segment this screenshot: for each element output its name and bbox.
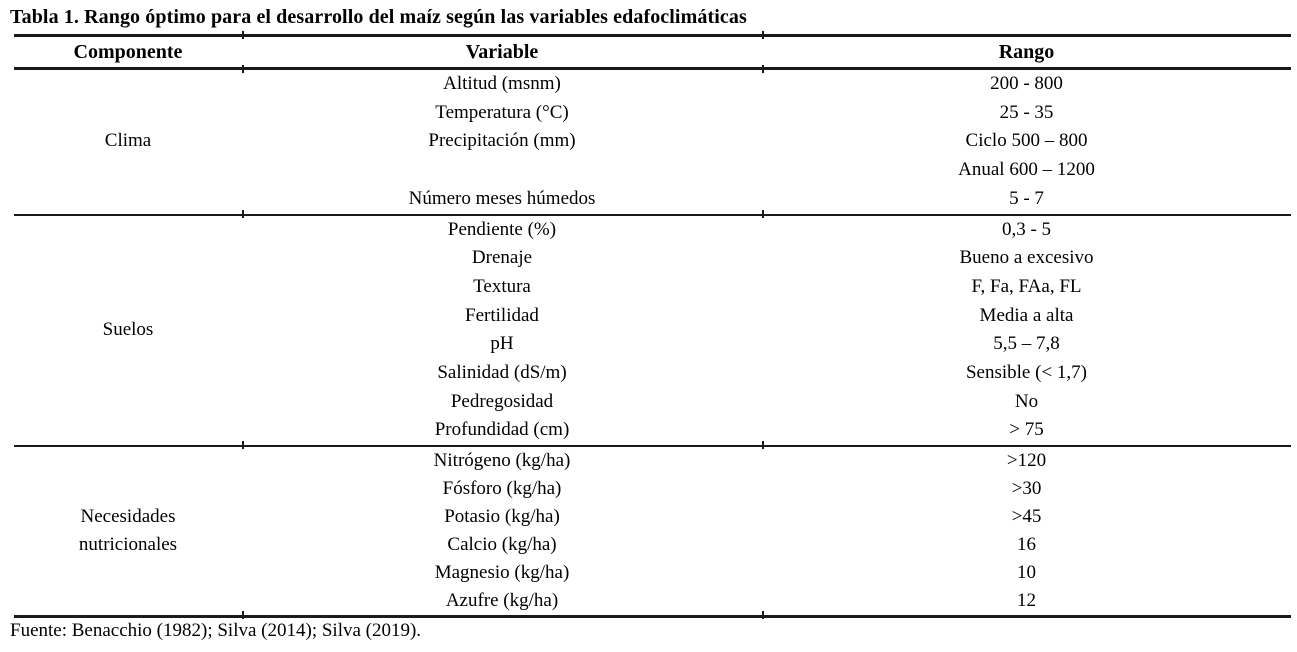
variable-cell: Número meses húmedos (408, 187, 596, 209)
range-cell: Sensible (< 1,7) (965, 362, 1087, 384)
variable-cell: Profundidad (cm) (434, 419, 570, 441)
table-row: Salinidad (dS/m) Sensible (< 1,7) (14, 359, 1291, 388)
table-header: Componente Variable Rango (14, 36, 1291, 69)
variable-cell: Textura (473, 275, 531, 297)
variable-cell: Altitud (msnm) (443, 73, 561, 94)
range-cell: >120 (1006, 450, 1047, 472)
data-table: Componente Variable Rango Clima Altitud … (14, 34, 1291, 619)
table-row: Clima Altitud (msnm) 200 - 800 (14, 69, 1291, 151)
range-cell: > 75 (1009, 419, 1044, 441)
range-cell: >45 (1011, 506, 1042, 528)
header-row: Componente Variable Rango (14, 36, 1291, 69)
column-divider-tick (242, 210, 244, 218)
table-row: Drenaje Bueno a excesivo (14, 244, 1291, 273)
section-clima: Clima Altitud (msnm) 200 - 800 Temperatu… (14, 69, 1291, 215)
range-cell: 12 (1017, 590, 1036, 612)
table-row: Temperatura (°C) 25 - 35 (14, 99, 1291, 128)
table-source: Fuente: Benacchio (1982); Silva (2014); … (10, 620, 422, 641)
range-cell: 10 (1017, 562, 1036, 584)
column-divider-tick (762, 65, 764, 73)
range-cell: 200 - 800 (990, 73, 1063, 94)
range-cell: Ciclo 500 – 800 (965, 130, 1088, 152)
variable-cell: Fertilidad (465, 304, 539, 326)
component-cell-necesidades-nutricionales: Necesidades nutricionales (78, 506, 178, 556)
variable-cell: Pedregosidad (450, 390, 554, 412)
component-cell-suelos: Suelos (102, 318, 154, 340)
range-cell: 16 (1017, 534, 1036, 556)
variable-cell: Fósforo (kg/ha) (442, 478, 562, 500)
column-divider-tick (762, 210, 764, 218)
table-title: Tabla 1. Rango óptimo para el desarrollo… (10, 6, 747, 28)
variable-cell: Azufre (kg/ha) (445, 590, 559, 612)
table-row: Suelos Pendiente (%) 0,3 - 5 (14, 215, 1291, 340)
column-divider-tick (242, 65, 244, 73)
column-divider-tick (762, 441, 764, 449)
range-cell: 25 - 35 (999, 101, 1054, 123)
variable-cell: Temperatura (°C) (435, 101, 569, 123)
column-divider-tick (242, 611, 244, 619)
variable-cell: pH (490, 333, 514, 355)
header-componente: Componente (73, 40, 183, 63)
table-row: Potasio (kg/ha) >45 (14, 503, 1291, 531)
table-row: Textura F, Fa, FAa, FL (14, 273, 1291, 302)
range-cell: >30 (1011, 478, 1042, 500)
table-row: Precipitación (mm) Ciclo 500 – 800 (14, 127, 1291, 156)
section-necesidades-nutricionales: Necesidades nutricionales Nitrógeno (kg/… (14, 446, 1291, 617)
variable-cell: Magnesio (kg/ha) (434, 562, 570, 584)
column-divider-tick (242, 441, 244, 449)
range-cell: Anual 600 – 1200 (958, 159, 1095, 181)
column-divider-tick (762, 611, 764, 619)
header-rango: Rango (998, 40, 1055, 63)
section-suelos: Suelos Pendiente (%) 0,3 - 5 Drenaje Bue… (14, 214, 1291, 447)
table-row: Calcio (kg/ha) 16 (14, 531, 1291, 559)
range-cell: 5,5 – 7,8 (993, 333, 1060, 355)
table-row: pH 5,5 – 7,8 (14, 330, 1291, 359)
column-divider-tick (762, 31, 764, 39)
range-cell: 0,3 - 5 (1001, 218, 1052, 240)
table-row: Profundidad (cm) > 75 (14, 416, 1291, 446)
range-cell: No (1014, 390, 1039, 412)
component-cell-clima: Clima (104, 130, 152, 152)
range-cell: Bueno a excesivo (959, 247, 1094, 269)
table-row: Anual 600 – 1200 (14, 156, 1291, 185)
variable-cell: Pendiente (%) (447, 218, 557, 240)
variable-cell: Salinidad (dS/m) (437, 362, 567, 384)
variable-cell: Calcio (kg/ha) (447, 534, 557, 556)
range-cell: 5 - 7 (1009, 187, 1044, 209)
table-row: Fertilidad Media a alta (14, 302, 1291, 331)
range-cell: Media a alta (979, 304, 1074, 326)
variable-cell: Potasio (kg/ha) (444, 506, 560, 528)
range-cell: F, Fa, FAa, FL (971, 275, 1082, 297)
table-row: Necesidades nutricionales Nitrógeno (kg/… (14, 446, 1291, 555)
table-row: Magnesio (kg/ha) 10 (14, 559, 1291, 587)
header-variable: Variable (465, 40, 539, 63)
table-row: Pedregosidad No (14, 388, 1291, 417)
column-divider-tick (242, 31, 244, 39)
variable-cell: Drenaje (471, 247, 533, 269)
table-row: Azufre (kg/ha) 12 (14, 587, 1291, 617)
variable-cell: Precipitación (mm) (428, 130, 576, 152)
table-row: Fósforo (kg/ha) >30 (14, 475, 1291, 503)
table-row: Número meses húmedos 5 - 7 (14, 185, 1291, 215)
variable-cell: Nitrógeno (kg/ha) (433, 450, 571, 472)
